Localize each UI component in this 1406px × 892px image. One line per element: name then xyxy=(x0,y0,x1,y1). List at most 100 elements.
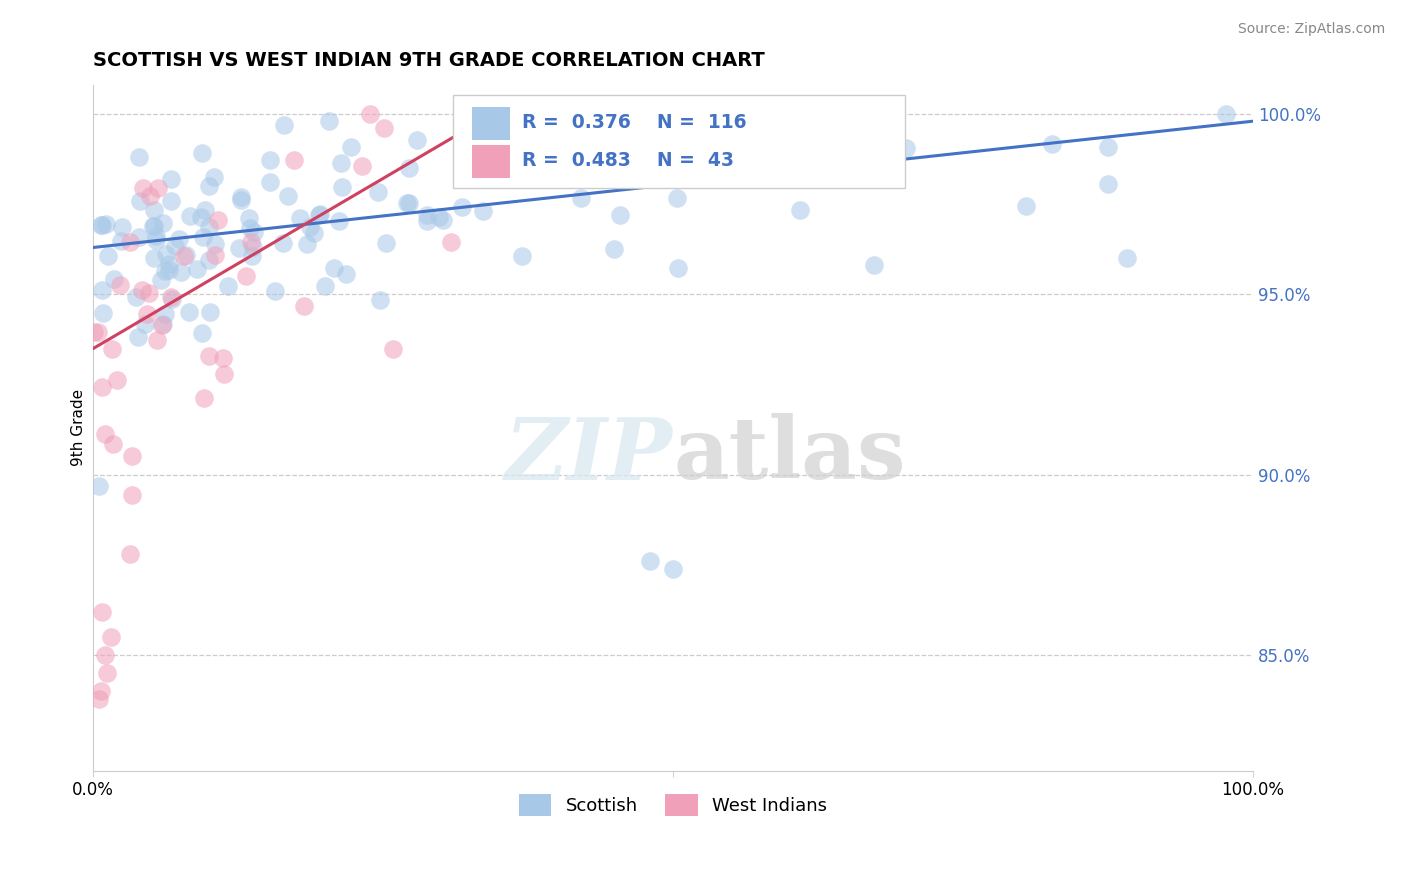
Point xyxy=(242,240,264,254)
Point xyxy=(638,554,661,568)
Point xyxy=(1015,199,1038,213)
Point xyxy=(229,193,252,207)
Point xyxy=(87,691,110,706)
Point xyxy=(96,666,118,681)
Point xyxy=(1097,140,1119,154)
Point xyxy=(120,235,142,249)
Point xyxy=(198,178,221,193)
Point xyxy=(569,191,592,205)
Point xyxy=(198,349,221,363)
Point xyxy=(368,293,391,308)
Point xyxy=(599,142,621,156)
Point xyxy=(110,234,132,248)
Point xyxy=(340,140,363,154)
Point xyxy=(395,196,418,211)
Point xyxy=(894,141,917,155)
Point xyxy=(416,208,439,222)
Point xyxy=(440,235,463,249)
Point xyxy=(381,343,404,357)
Point xyxy=(193,230,215,244)
Point xyxy=(146,181,169,195)
Point xyxy=(160,290,183,304)
Point xyxy=(228,241,250,255)
Bar xyxy=(472,107,509,140)
Point xyxy=(100,630,122,644)
Point xyxy=(120,547,142,561)
Point xyxy=(103,272,125,286)
Point xyxy=(198,305,221,319)
Point xyxy=(212,351,235,365)
Point xyxy=(97,249,120,263)
Point xyxy=(789,203,811,218)
Point xyxy=(134,318,156,332)
Point xyxy=(1215,107,1237,121)
Point xyxy=(194,202,217,217)
Point xyxy=(155,247,177,261)
Point xyxy=(458,130,481,145)
Point xyxy=(406,133,429,147)
Point xyxy=(132,181,155,195)
Point xyxy=(432,213,454,227)
Point xyxy=(160,194,183,208)
Point xyxy=(367,185,389,199)
Point xyxy=(662,561,685,575)
Point xyxy=(609,208,631,222)
Point xyxy=(666,260,689,275)
Point xyxy=(191,326,214,340)
Point xyxy=(91,380,114,394)
Text: R =  0.376    N =  116: R = 0.376 N = 116 xyxy=(522,113,747,132)
Point xyxy=(135,307,157,321)
Point xyxy=(131,283,153,297)
Point xyxy=(229,190,252,204)
Point xyxy=(170,265,193,279)
Point xyxy=(138,285,160,300)
Point xyxy=(330,156,353,170)
Point xyxy=(91,306,114,320)
Point xyxy=(125,290,148,304)
FancyBboxPatch shape xyxy=(453,95,905,188)
Point xyxy=(239,220,262,235)
Point xyxy=(91,605,114,619)
Point xyxy=(207,213,229,227)
Point xyxy=(263,285,285,299)
Text: SCOTTISH VS WEST INDIAN 9TH GRADE CORRELATION CHART: SCOTTISH VS WEST INDIAN 9TH GRADE CORREL… xyxy=(93,51,765,70)
Point xyxy=(162,292,184,306)
Point xyxy=(318,114,340,128)
Point xyxy=(239,235,262,250)
Point xyxy=(322,260,344,275)
Point xyxy=(190,210,212,224)
Point xyxy=(330,179,353,194)
Point xyxy=(101,437,124,451)
Point xyxy=(127,330,149,344)
Point xyxy=(179,305,201,319)
Point xyxy=(202,170,225,185)
Point xyxy=(143,203,166,218)
Point xyxy=(153,264,176,278)
Point xyxy=(240,249,263,263)
Point xyxy=(198,253,221,268)
Point xyxy=(1040,137,1063,152)
Point xyxy=(335,267,357,281)
Point xyxy=(152,317,174,331)
Point xyxy=(186,261,208,276)
Point xyxy=(91,283,114,297)
Point xyxy=(96,217,118,231)
Point xyxy=(1097,177,1119,191)
Point xyxy=(111,220,134,235)
Point xyxy=(398,195,420,210)
Point xyxy=(173,249,195,263)
Point xyxy=(352,159,374,173)
Point xyxy=(259,175,281,189)
Point xyxy=(288,211,311,226)
Point xyxy=(1116,251,1139,265)
Point xyxy=(273,118,295,132)
Point xyxy=(121,449,143,463)
Point xyxy=(150,318,173,332)
Point xyxy=(308,208,330,222)
Point xyxy=(373,120,395,135)
Point xyxy=(235,269,257,284)
Point xyxy=(374,235,396,250)
Point xyxy=(128,230,150,244)
Point xyxy=(198,219,221,234)
Text: R =  0.483    N =  43: R = 0.483 N = 43 xyxy=(522,151,734,170)
